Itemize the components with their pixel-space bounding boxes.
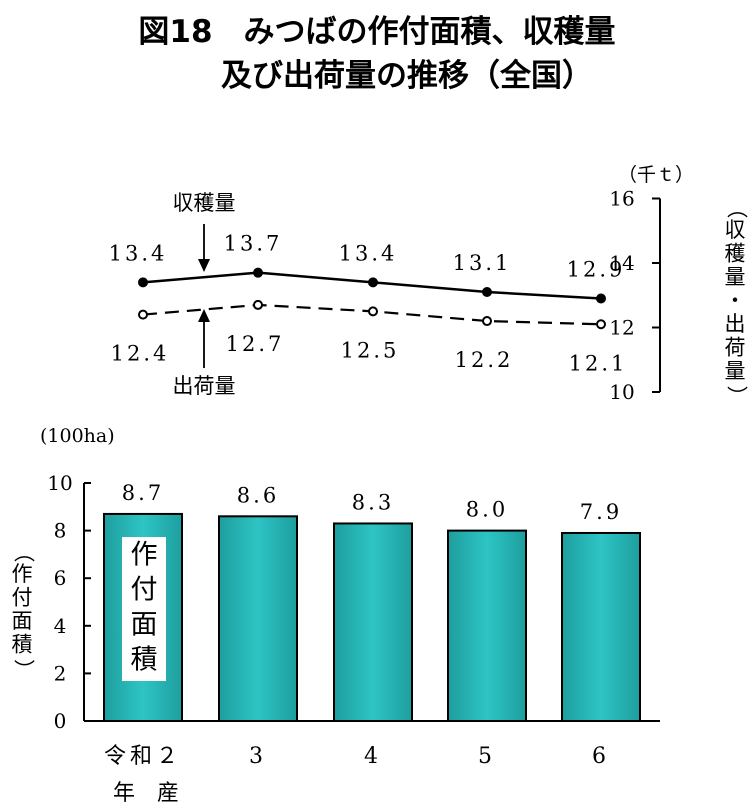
bar-x-tick-label: 令和２ — [104, 744, 182, 769]
bar-y-tick-label: 8 — [54, 519, 67, 543]
shipment-arrow-head — [198, 309, 210, 322]
bar-y-tick-label: 2 — [54, 661, 67, 685]
bar — [218, 515, 298, 722]
harvest-data-label: 13.7 — [224, 232, 283, 256]
shipment-data-label: 12.4 — [111, 342, 170, 366]
shipment-point — [253, 299, 263, 310]
line-y-axis-label-char: 量 — [725, 265, 746, 289]
shipment-point — [482, 316, 492, 327]
bar-y-axis-label-char: （ — [12, 542, 36, 563]
harvest-point — [368, 277, 378, 288]
bar-data-label: 8.7 — [122, 481, 164, 505]
line-y-axis-label-char: ・ — [725, 289, 746, 313]
bar-x-tick-label: 5 — [478, 744, 496, 769]
bar-series-label-char: 面 — [131, 610, 158, 641]
line-y-axis-label-char: 穫 — [725, 242, 746, 266]
bar — [561, 531, 641, 722]
chart-title: 図18 みつばの作付面積、収穫量 及び出荷量の推移（全国） — [0, 10, 754, 98]
bar-data-label: 8.3 — [352, 490, 394, 514]
bar-y-axis-label-char: ） — [12, 659, 36, 680]
bar — [447, 529, 527, 722]
shipment-data-label: 12.2 — [455, 348, 514, 372]
harvest-point — [138, 277, 148, 288]
bar-y-tick-label: 10 — [47, 471, 72, 495]
bar-data-label: 8.0 — [466, 498, 508, 522]
bar-unit-label: (100ha) — [40, 425, 115, 447]
bar-series-label-box — [122, 537, 166, 681]
line-y-tick-label: 12 — [609, 316, 634, 340]
line-y-tick-label: 14 — [609, 251, 634, 275]
line-y-axis-label-char: 荷 — [725, 336, 746, 360]
bar-data-label: 8.6 — [237, 483, 279, 507]
harvest-point — [596, 293, 606, 304]
line-y-axis-label-char: ） — [725, 386, 749, 407]
bar-y-tick-label: 0 — [54, 709, 67, 733]
bar-y-tick-label: 6 — [54, 566, 67, 590]
line-y-tick-label: 10 — [609, 380, 634, 404]
shipment-point — [596, 319, 606, 330]
bar-x-category-suffix: 年 産 — [113, 781, 179, 806]
harvest-point — [482, 287, 492, 298]
harvest-series-label: 収穫量 — [173, 191, 236, 215]
bar — [333, 522, 413, 723]
harvest-data-label: 12.9 — [567, 257, 626, 281]
bar-series-label: 作付面積 — [131, 540, 158, 676]
bar-y-axis-label-char: 付 — [12, 586, 33, 610]
bar-x-tick-label: 3 — [249, 744, 267, 769]
shipment-data-label: 12.5 — [341, 338, 400, 362]
bar-y-axis-label-char: 面 — [12, 609, 33, 633]
bar-data-label: 7.9 — [580, 500, 622, 524]
line-y-axis-label-char: 出 — [725, 312, 746, 336]
shipment-point — [138, 309, 148, 320]
harvest-data-label: 13.1 — [453, 251, 512, 275]
line-y-tick-label: 16 — [609, 187, 634, 211]
title-line-1: 図18 みつばの作付面積、収穫量 — [138, 14, 616, 50]
bar-y-axis-label-char: 作 — [12, 562, 33, 586]
line-y-axis-label-char: 量 — [725, 359, 746, 383]
bar-series-label-char: 作 — [131, 540, 158, 571]
bar-x-tick-label: 6 — [592, 744, 610, 769]
harvest-data-label: 13.4 — [339, 241, 398, 265]
bar-series-label-char: 付 — [131, 575, 158, 606]
shipment-point — [368, 306, 378, 317]
line-y-axis-label: （収穫量・出荷量） — [725, 198, 749, 407]
bar-series-label-char: 積 — [131, 645, 158, 676]
title-line-2: 及び出荷量の推移（全国） — [221, 58, 593, 94]
shipment-data-label: 12.7 — [226, 332, 285, 356]
line-y-axis-label-char: （ — [725, 198, 749, 219]
line-y-axis-label-char: 収 — [725, 218, 746, 242]
harvest-point — [253, 267, 263, 278]
bar-y-axis-label-char: 積 — [12, 633, 33, 657]
shipment-data-label: 12.1 — [569, 351, 628, 375]
bar-y-axis-label: （作付面積） — [12, 542, 36, 681]
bar-y-tick-label: 4 — [54, 614, 67, 638]
shipment-series-label: 出荷量 — [173, 374, 236, 398]
bar-x-tick-label: 4 — [364, 744, 382, 769]
harvest-arrow-head — [198, 259, 210, 272]
harvest-data-label: 13.4 — [109, 241, 168, 265]
line-unit-label: （千ｔ） — [618, 164, 694, 186]
